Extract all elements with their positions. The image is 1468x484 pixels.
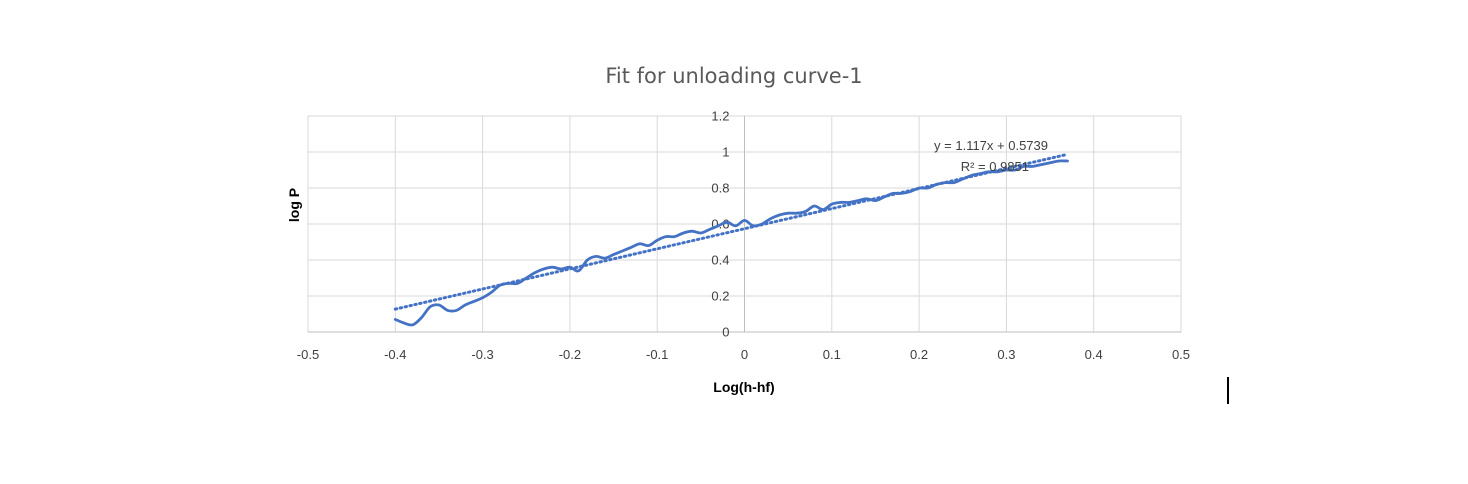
trendline-r-squared: R² = 0.9851 bbox=[961, 159, 1029, 174]
x-axis-title: Log(h-hf) bbox=[713, 379, 774, 395]
text-cursor bbox=[1227, 377, 1229, 404]
series-line bbox=[393, 159, 1069, 327]
x-tick-labels: -0.5 -0.4 -0.3 -0.2 -0.1 0 0.1 0.2 0.3 0.4 0.5 bbox=[297, 347, 1190, 362]
x-tick-label: 0.3 bbox=[997, 347, 1015, 362]
chart-title: Fit for unloading curve-1 bbox=[605, 64, 862, 88]
x-tick-label: 0.5 bbox=[1172, 347, 1190, 362]
x-tick-label: 0.4 bbox=[1085, 347, 1103, 362]
y-tick-label: 1 bbox=[722, 145, 729, 160]
y-tick-label: 0 bbox=[722, 325, 729, 340]
x-tick-label: 0.2 bbox=[910, 347, 928, 362]
trendline-equation: y = 1.117x + 0.5739 bbox=[934, 138, 1048, 153]
y-tick-label: 1.2 bbox=[711, 109, 729, 124]
x-tick-label: -0.3 bbox=[471, 347, 493, 362]
x-tick-label: 0.1 bbox=[823, 347, 841, 362]
y-axis-title: log P bbox=[286, 188, 302, 222]
x-tick-label: -0.1 bbox=[646, 347, 668, 362]
y-tick-label: 0.8 bbox=[711, 181, 729, 196]
x-tick-label: -0.4 bbox=[384, 347, 406, 362]
x-tick-label: -0.2 bbox=[559, 347, 581, 362]
y-tick-label: 0.2 bbox=[711, 289, 729, 304]
x-tick-label: 0 bbox=[741, 347, 748, 362]
x-tick-label: -0.5 bbox=[297, 347, 319, 362]
y-tick-label: 0.4 bbox=[711, 253, 729, 268]
